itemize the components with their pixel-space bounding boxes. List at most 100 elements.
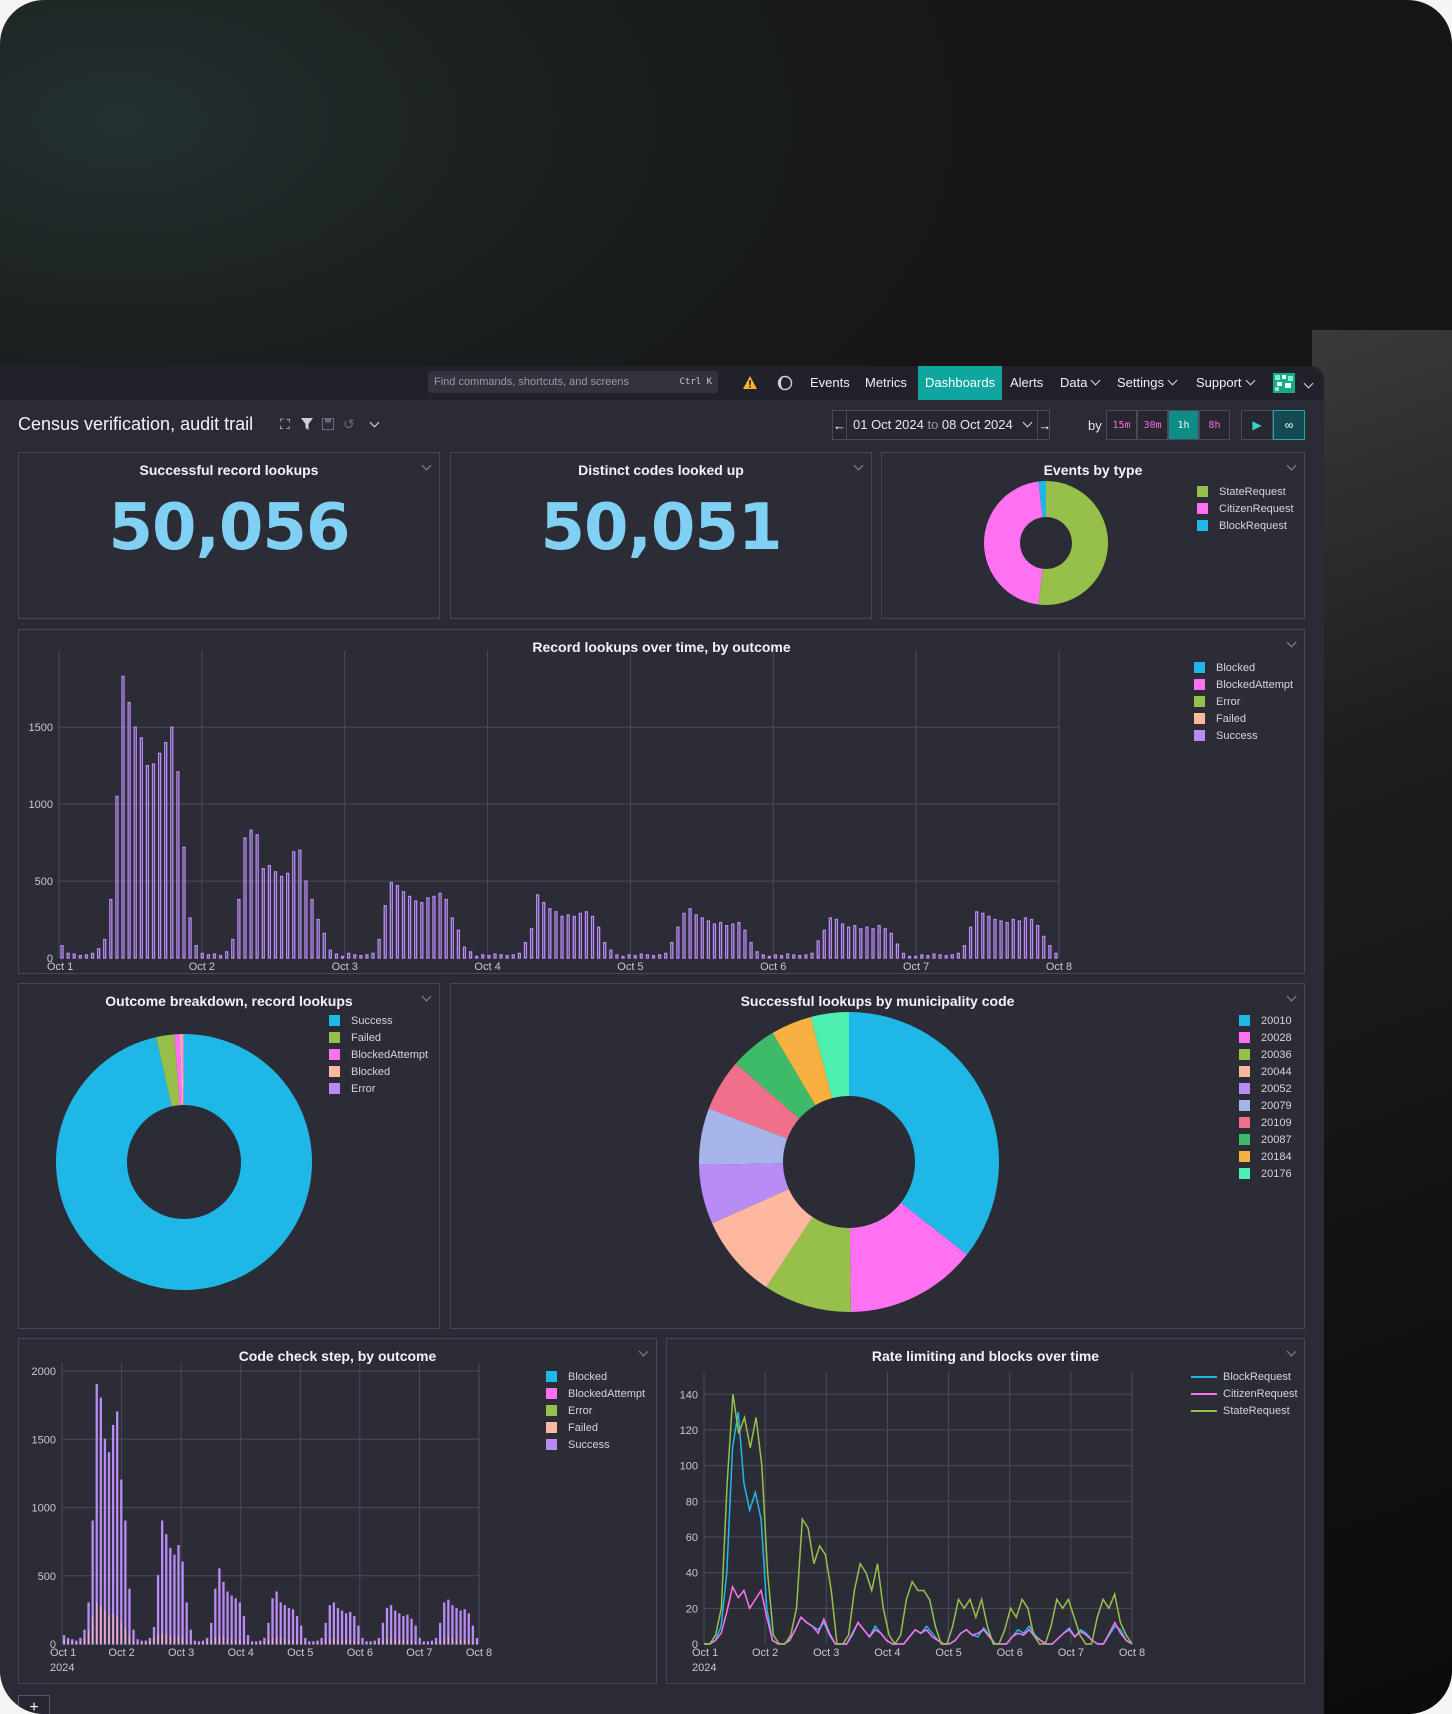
pie-slice-20184[interactable] (772, 1016, 833, 1106)
bar-Failed[interactable] (259, 1642, 261, 1644)
bar-Failed[interactable] (337, 1639, 339, 1644)
chevron-down-icon[interactable] (1303, 378, 1314, 389)
bar-Success[interactable] (78, 955, 82, 959)
bar-Success[interactable] (300, 1625, 303, 1645)
bar-Success[interactable] (615, 954, 619, 959)
bar-Success[interactable] (731, 923, 735, 959)
bar-Failed[interactable] (63, 1639, 65, 1644)
bar-Failed[interactable] (370, 1643, 372, 1644)
bar-Success[interactable] (706, 920, 711, 959)
granularity-30m[interactable]: 30m (1137, 410, 1168, 440)
bar-Failed[interactable] (394, 1639, 396, 1644)
bar-Failed[interactable] (145, 1642, 147, 1644)
legend-item[interactable]: 20109 (1239, 1114, 1292, 1131)
legend-item[interactable]: Failed (546, 1419, 645, 1436)
bar-Failed[interactable] (116, 1616, 118, 1644)
nav-support[interactable]: Support (1196, 366, 1255, 400)
granularity-15m[interactable]: 15m (1106, 410, 1137, 440)
nav-settings[interactable]: Settings (1117, 366, 1178, 400)
bar-Success[interactable] (792, 954, 796, 959)
bar-Success[interactable] (298, 849, 302, 959)
bar-Failed[interactable] (341, 1639, 343, 1644)
bar-Success[interactable] (385, 1607, 389, 1645)
bar-Success[interactable] (231, 938, 235, 959)
bar-Success[interactable] (810, 952, 814, 959)
bar-Success[interactable] (840, 923, 845, 959)
bar-Failed[interactable] (67, 1641, 69, 1644)
bar-Failed[interactable] (112, 1613, 114, 1644)
bar-Success[interactable] (103, 938, 107, 959)
bar-Success[interactable] (414, 900, 418, 959)
bar-Success[interactable] (542, 901, 546, 959)
bar-Success[interactable] (975, 911, 979, 959)
bar-Success[interactable] (84, 954, 89, 959)
bar-Success[interactable] (173, 1554, 176, 1645)
bar-Success[interactable] (798, 955, 802, 959)
bar-Failed[interactable] (71, 1641, 73, 1644)
pie-slice-Success[interactable] (56, 1034, 312, 1290)
bar-Failed[interactable] (451, 1638, 453, 1644)
bar-Success[interactable] (389, 881, 393, 959)
bar-Failed[interactable] (235, 1639, 237, 1644)
bar-Success[interactable] (109, 898, 113, 959)
bar-Failed[interactable] (464, 1639, 466, 1644)
bar-Success[interactable] (432, 895, 436, 959)
bar-Success[interactable] (292, 851, 296, 959)
pie-slice-20176[interactable] (810, 1012, 849, 1099)
save-icon[interactable] (322, 418, 334, 430)
bar-Failed[interactable] (296, 1640, 298, 1644)
legend-item[interactable]: BlockedAttempt (546, 1385, 645, 1402)
bar-Success[interactable] (828, 917, 832, 959)
legend-item[interactable]: Blocked (329, 1063, 428, 1080)
bar-Success[interactable] (328, 1605, 331, 1645)
bar-Failed[interactable] (386, 1639, 388, 1644)
bar-Success[interactable] (481, 954, 485, 959)
bar-Success[interactable] (1017, 920, 1022, 959)
bar-Success[interactable] (718, 921, 723, 959)
bar-Failed[interactable] (317, 1642, 319, 1644)
bar-Success[interactable] (444, 898, 448, 959)
bar-Success[interactable] (332, 1602, 336, 1645)
bar-Success[interactable] (834, 918, 839, 959)
bar-Success[interactable] (170, 726, 174, 959)
bar-Success[interactable] (406, 1614, 409, 1645)
bar-Failed[interactable] (186, 1639, 188, 1644)
legend-item[interactable]: 20036 (1239, 1046, 1292, 1063)
bar-Success[interactable] (950, 954, 954, 959)
bar-Success[interactable] (1023, 917, 1028, 959)
bar-Success[interactable] (234, 1598, 237, 1645)
bar-Failed[interactable] (333, 1638, 335, 1644)
bar-Success[interactable] (157, 752, 162, 959)
theme-toggle-icon[interactable] (777, 375, 793, 391)
bar-Success[interactable] (206, 954, 211, 959)
bar-Failed[interactable] (402, 1639, 404, 1644)
bar-Success[interactable] (1011, 918, 1015, 959)
bar-Failed[interactable] (157, 1634, 159, 1644)
bar-Failed[interactable] (366, 1643, 368, 1644)
bar-Success[interactable] (249, 829, 253, 959)
legend-item[interactable]: 20010 (1239, 1012, 1292, 1029)
bar-Failed[interactable] (447, 1637, 449, 1644)
legend-item[interactable]: BlockedAttempt (1194, 676, 1293, 693)
bar-Success[interactable] (438, 892, 442, 959)
chevron-down-icon[interactable] (369, 417, 380, 428)
legend-item[interactable]: Error (329, 1080, 428, 1097)
legend-item[interactable]: Error (1194, 693, 1293, 710)
bar-Failed[interactable] (214, 1637, 216, 1644)
bar-Success[interactable] (767, 955, 772, 959)
bar-Failed[interactable] (427, 1643, 429, 1644)
bar-Success[interactable] (456, 929, 461, 959)
bar-Failed[interactable] (276, 1637, 278, 1644)
bar-Failed[interactable] (243, 1641, 245, 1644)
pie-slice-20028[interactable] (849, 1202, 967, 1312)
bar-Success[interactable] (349, 1611, 352, 1645)
bar-Success[interactable] (487, 955, 491, 959)
bar-Failed[interactable] (439, 1640, 441, 1644)
bar-Failed[interactable] (198, 1643, 200, 1644)
bar-Success[interactable] (743, 929, 747, 959)
bar-Failed[interactable] (312, 1643, 314, 1644)
bar-Success[interactable] (169, 1547, 172, 1645)
bar-Failed[interactable] (165, 1634, 167, 1644)
bar-Failed[interactable] (141, 1642, 143, 1644)
bar-Success[interactable] (212, 953, 217, 959)
